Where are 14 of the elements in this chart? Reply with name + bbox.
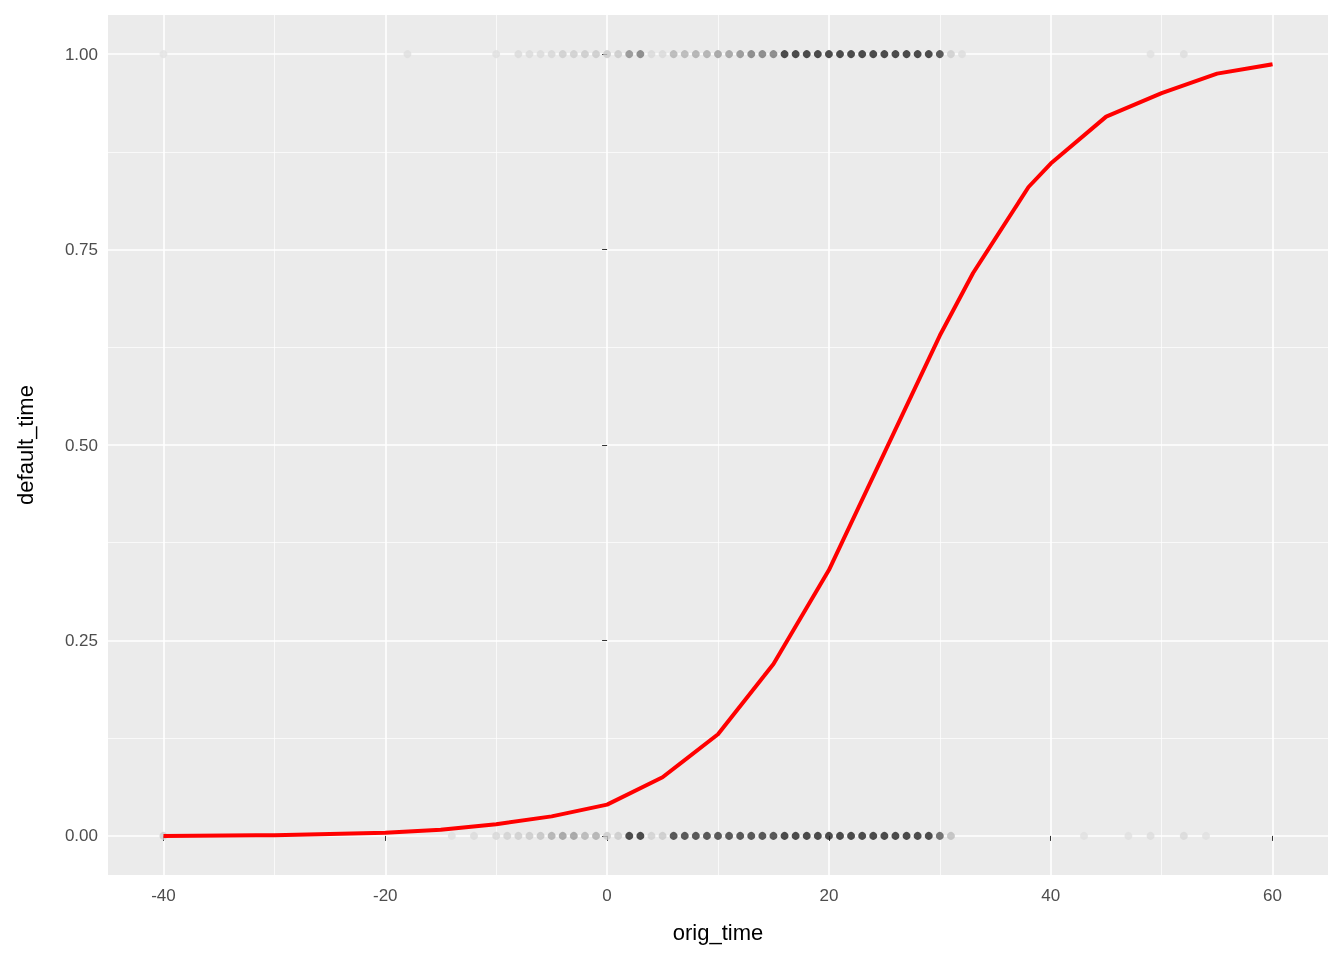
y-tick-label: 0.75 [64, 240, 98, 260]
x-tick-label: 60 [1263, 886, 1283, 905]
y-tick-label: 0.50 [64, 435, 98, 455]
x-tick-label: 40 [1041, 886, 1061, 905]
line-series [161, 62, 1275, 838]
y-axis-title: default_time [12, 385, 38, 505]
x-tick-label: 20 [819, 886, 839, 905]
x-tick-label: -40 [151, 886, 176, 905]
x-tick-label: 0 [602, 886, 612, 905]
y-tick-label: 0.25 [64, 630, 98, 650]
x-tick-label: -20 [372, 886, 398, 905]
y-tick-label: 0.00 [64, 826, 98, 846]
x-axis-title: orig_time [672, 919, 764, 945]
y-tick-label: 1.00 [64, 44, 98, 64]
